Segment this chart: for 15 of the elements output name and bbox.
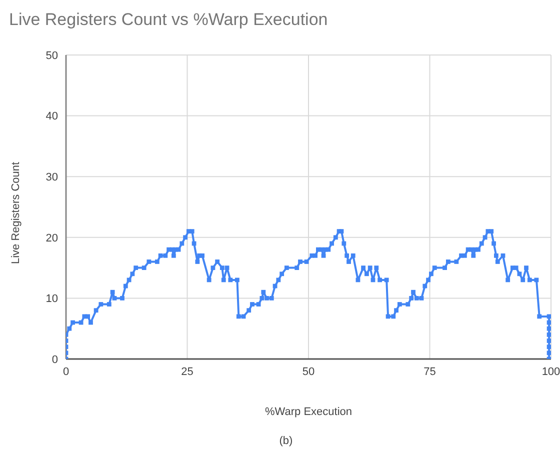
x-tick-label: 0 bbox=[62, 366, 70, 378]
x-axis-title: %Warp Execution bbox=[264, 406, 352, 418]
x-tick-label: 25 bbox=[181, 366, 194, 378]
y-tick-label: 0 bbox=[52, 354, 58, 366]
x-tick-label: 75 bbox=[424, 366, 436, 378]
y-axis-title: Live Registers Count bbox=[10, 162, 22, 264]
y-tick-label: 10 bbox=[46, 293, 58, 306]
x-tick-label: 50 bbox=[302, 366, 315, 378]
text: (b) bbox=[279, 435, 293, 447]
y-tick-label: 30 bbox=[46, 172, 58, 184]
y-tick-label: 20 bbox=[46, 232, 58, 244]
y-tick-label: 40 bbox=[46, 110, 58, 123]
chart-title: Live Registers Count vs %Warp Execution bbox=[9, 10, 328, 29]
y-tick-label: 50 bbox=[46, 50, 58, 62]
x-tick-label: 100 bbox=[542, 366, 560, 378]
